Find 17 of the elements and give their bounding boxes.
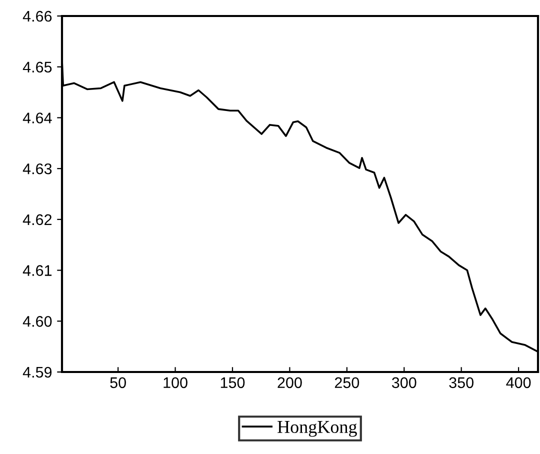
y-tick-label: 4.66: [22, 10, 52, 22]
x-tick-label: 300: [392, 377, 416, 388]
legend-label: HongKong: [278, 421, 357, 437]
x-tick-label: 100: [164, 377, 188, 388]
x-tick-label: 50: [110, 377, 126, 388]
y-tick-label: 4.65: [22, 62, 52, 73]
y-tick-label: 4.64: [22, 112, 52, 124]
x-tick-label: 200: [278, 377, 302, 388]
y-tick-label: 4.62: [22, 214, 52, 226]
y-tick-label: 4.60: [22, 316, 52, 327]
x-tick-label: 250: [334, 377, 360, 388]
y-tick-label: 4.63: [22, 163, 52, 174]
y-tick-label: 4.59: [22, 366, 52, 378]
x-tick-label: 400: [506, 377, 531, 388]
y-tick-label: 4.61: [22, 265, 52, 276]
x-tick-label: 350: [449, 377, 474, 388]
x-tick-label: 150: [220, 377, 245, 388]
